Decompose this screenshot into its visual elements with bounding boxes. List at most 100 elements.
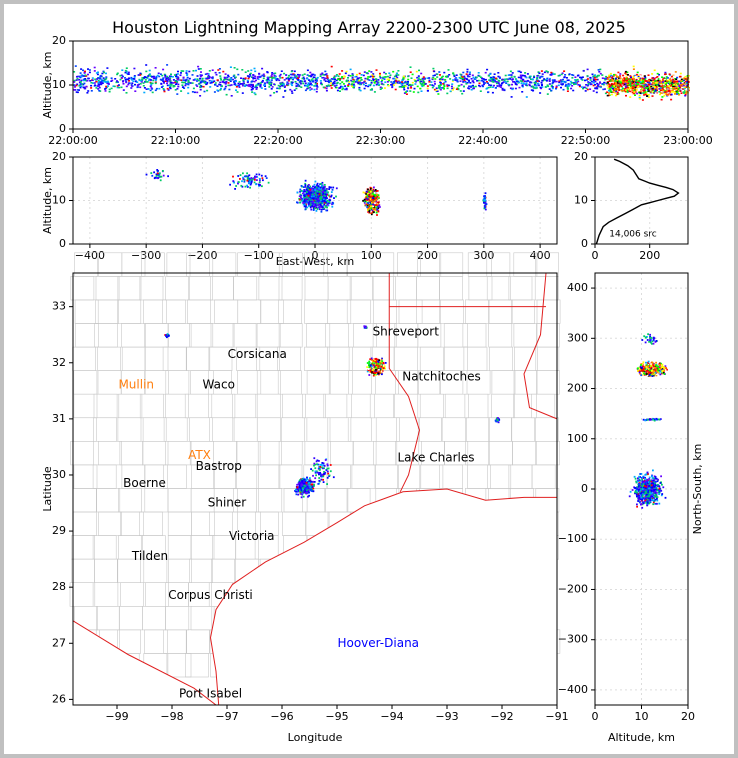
- ta-source-point: [665, 86, 668, 88]
- ew-source-point: [373, 192, 376, 194]
- ta-source-point: [205, 82, 208, 85]
- ew-source-point: [363, 202, 366, 204]
- ta-source-point: [574, 76, 577, 78]
- ta-source-point: [531, 85, 534, 88]
- ta-source-point: [647, 74, 650, 76]
- ta-source-point: [534, 80, 537, 83]
- ta-source-point: [644, 78, 647, 80]
- ew-source-point: [159, 179, 162, 182]
- ta-source-point: [84, 78, 87, 80]
- ew-source-point: [242, 176, 244, 179]
- ta-source-point: [632, 77, 635, 80]
- ta-source-point: [666, 90, 668, 92]
- ta-source-point: [289, 73, 292, 76]
- ta-source-point: [620, 80, 623, 82]
- ta-source-point: [162, 78, 165, 80]
- ta-source-point: [456, 80, 459, 83]
- ta-source-point: [658, 83, 661, 85]
- ta-source-point: [514, 78, 517, 80]
- ta-source-point: [460, 77, 463, 80]
- ta-source-point: [117, 81, 119, 83]
- ta-source-point: [614, 74, 617, 76]
- ta-source-point: [404, 85, 407, 88]
- ta-source-point: [362, 83, 365, 86]
- ta-source-point: [187, 83, 190, 86]
- ew-source-point: [255, 173, 258, 176]
- ta-source-point: [655, 78, 658, 80]
- ta-source-point: [634, 75, 637, 78]
- ta-source-point: [675, 87, 678, 89]
- ta-source-point: [664, 78, 667, 80]
- county-boundary: [397, 252, 421, 277]
- ta-source-point: [342, 83, 345, 85]
- ta-source-point: [209, 82, 212, 84]
- ew-source-point: [252, 177, 255, 180]
- ew-source-point: [316, 184, 318, 187]
- ew-source-point: [320, 195, 322, 198]
- ta-source-point: [303, 73, 306, 75]
- ta-source-point: [563, 70, 566, 72]
- ta-source-point: [356, 73, 358, 76]
- ta-source-point: [267, 77, 270, 79]
- ta-source-point: [637, 91, 640, 94]
- ta-source-point: [454, 79, 457, 81]
- ta-source-point: [553, 79, 556, 81]
- ew-source-point: [484, 195, 486, 197]
- ta-source-point: [78, 85, 81, 87]
- ta-source-point: [441, 87, 444, 89]
- chart-title: Houston Lightning Mapping Array 2200-230…: [112, 18, 626, 37]
- ta-source-point: [259, 85, 262, 87]
- ta-source-point: [470, 88, 473, 91]
- ta-source-point: [493, 84, 495, 87]
- ta-source-point: [525, 80, 528, 83]
- ta-source-point: [524, 75, 527, 78]
- hist-y-tick-label: 0: [581, 237, 588, 250]
- ta-source-point: [537, 82, 540, 85]
- ta-source-point: [251, 84, 254, 86]
- ta-source-point: [520, 76, 523, 79]
- ta-source-point: [598, 71, 601, 73]
- ta-source-point: [594, 87, 597, 90]
- ta-source-point: [316, 76, 319, 79]
- ew-source-point: [307, 201, 310, 204]
- ew-source-point: [322, 188, 325, 191]
- ta-source-point: [237, 82, 240, 85]
- ew-source-point: [255, 183, 257, 186]
- ta-source-point: [452, 72, 455, 75]
- ta-source-point: [99, 74, 102, 77]
- ta-source-point: [566, 88, 569, 90]
- ta-source-point: [195, 84, 198, 86]
- ta-source-point: [643, 82, 646, 85]
- ta-source-point: [540, 75, 543, 78]
- ta-source-point: [337, 75, 340, 77]
- ew-source-point: [375, 190, 378, 193]
- ta-source-point: [220, 88, 222, 90]
- ta-source-point: [490, 77, 493, 79]
- ta-source-point: [379, 86, 382, 89]
- ta-source-point: [184, 84, 187, 87]
- ta-source-point: [497, 82, 500, 84]
- ta-source-point: [332, 78, 334, 80]
- ew-source-point: [244, 185, 247, 188]
- ew-source-point: [308, 192, 310, 195]
- ta-source-point: [221, 85, 223, 87]
- ta-source-point: [441, 78, 444, 81]
- ta-source-point: [662, 81, 664, 83]
- ew-source-point: [368, 207, 371, 209]
- ta-source-point: [608, 89, 610, 92]
- ta-source-point: [291, 81, 294, 84]
- ta-source-point: [435, 89, 438, 92]
- ta-source-point: [673, 91, 676, 93]
- ta-source-point: [412, 91, 415, 93]
- ta-source-point: [241, 83, 244, 85]
- ew-ylabel: Altitude, km: [41, 167, 54, 234]
- ta-source-point: [653, 80, 656, 83]
- ta-source-point: [594, 80, 597, 83]
- ta-source-point: [172, 79, 175, 81]
- ta-source-point: [151, 75, 154, 78]
- ew-source-point: [311, 193, 314, 196]
- ta-source-point: [152, 77, 155, 80]
- ta-source-point: [463, 75, 466, 78]
- ta-source-point: [678, 86, 681, 89]
- ta-source-point: [295, 87, 298, 90]
